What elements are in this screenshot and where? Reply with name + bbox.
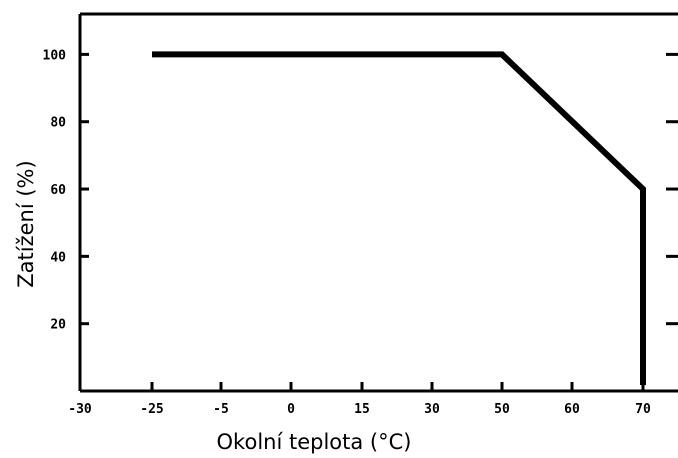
x-tick-label: -5 <box>213 402 229 417</box>
y-tick-label: 40 <box>50 250 66 265</box>
x-tick-label: -25 <box>140 402 163 417</box>
y-tick-label: 20 <box>50 318 66 333</box>
x-tick-label: -30 <box>68 402 92 417</box>
y-tick-label: 80 <box>50 116 66 131</box>
y-tick-label: 60 <box>50 183 66 198</box>
x-tick-label: 30 <box>424 402 440 417</box>
series-line <box>152 51 646 385</box>
x-tick-label: 70 <box>635 402 651 417</box>
x-tick-label: 50 <box>494 402 510 417</box>
x-tick-label: 0 <box>287 402 295 417</box>
x-tick-label: 15 <box>354 402 370 417</box>
x-tick-label: 60 <box>564 402 580 417</box>
y-tick-label: 100 <box>43 48 67 63</box>
y-axis-title: Zatížení (%) <box>14 160 38 287</box>
x-axis-title: Okolní teplota (°C) <box>217 430 412 454</box>
